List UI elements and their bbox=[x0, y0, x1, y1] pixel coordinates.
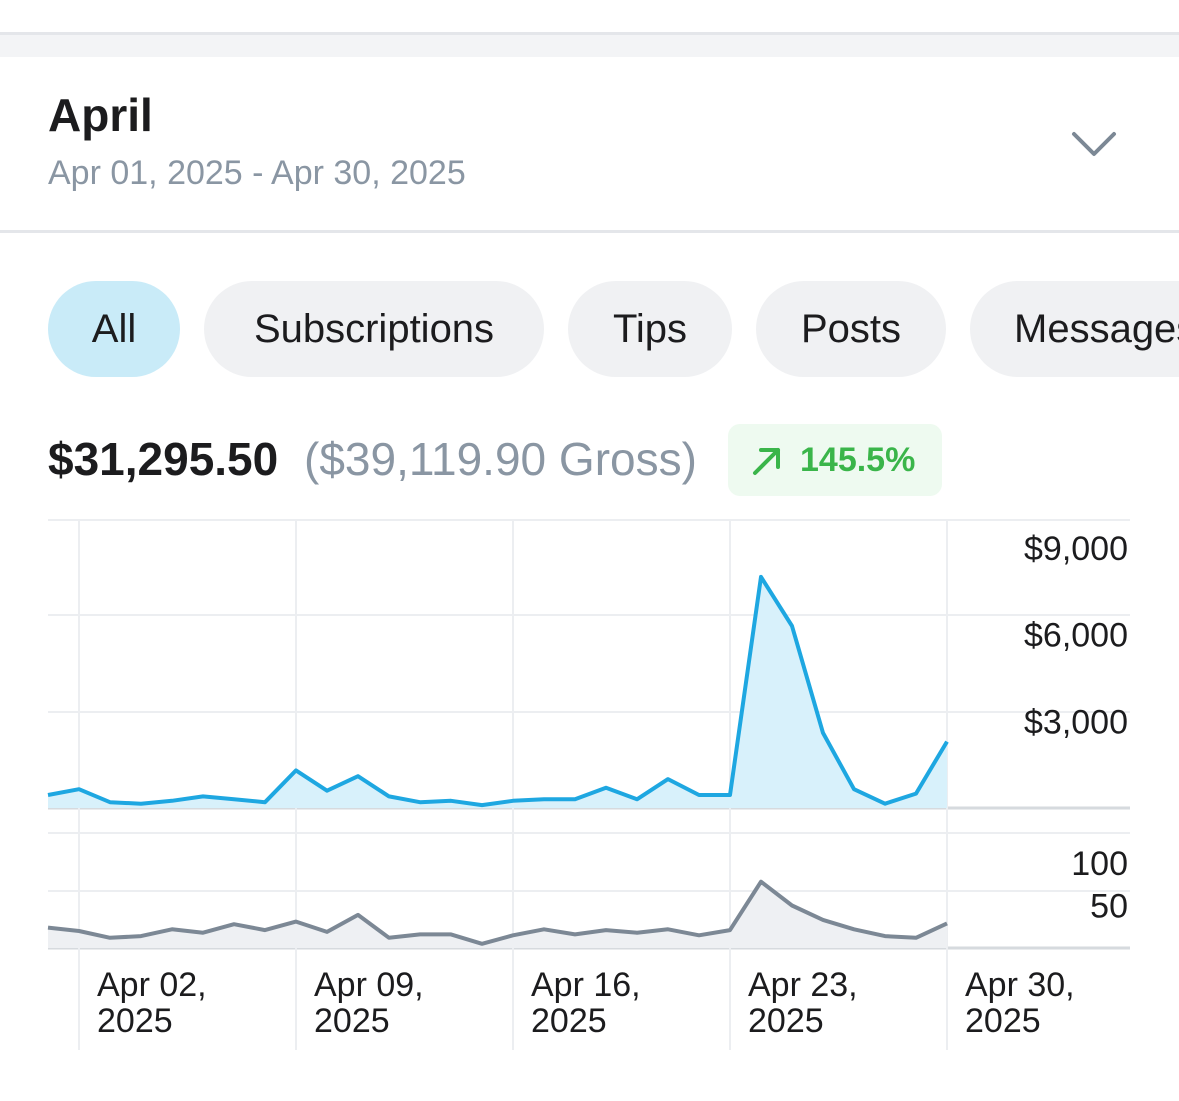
divider bbox=[0, 230, 1179, 233]
y-tick-label: $6,000 bbox=[1024, 617, 1128, 655]
change-badge: 145.5% bbox=[728, 424, 942, 496]
x-tick-label: 2025 bbox=[97, 1002, 173, 1040]
filter-chip-posts[interactable]: Posts bbox=[756, 281, 946, 377]
y-tick-label: 50 bbox=[1090, 888, 1128, 926]
x-tick-label: 2025 bbox=[314, 1002, 390, 1040]
arrow-up-right-icon bbox=[753, 448, 780, 475]
change-percent: 145.5% bbox=[800, 441, 916, 479]
divider bbox=[0, 32, 1179, 35]
count-line bbox=[47, 879, 948, 946]
y-tick-label: $9,000 bbox=[1024, 530, 1128, 568]
x-tick-label: 2025 bbox=[531, 1002, 607, 1040]
x-tick-label: Apr 30, bbox=[965, 966, 1075, 1004]
status-area bbox=[0, 0, 1179, 32]
x-tick-label: Apr 09, bbox=[314, 966, 424, 1004]
net-earnings: $31,295.50 bbox=[48, 433, 279, 485]
x-tick-label: Apr 23, bbox=[748, 966, 858, 1004]
chevron-down-icon[interactable] bbox=[1068, 124, 1120, 164]
filter-chip-all[interactable]: All bbox=[48, 281, 180, 377]
earnings-area bbox=[48, 576, 947, 808]
period-date-range: Apr 01, 2025 - Apr 30, 2025 bbox=[48, 154, 466, 192]
period-selector[interactable] bbox=[0, 57, 1179, 230]
filter-chip-subscriptions[interactable]: Subscriptions bbox=[204, 281, 544, 377]
x-tick-label: 2025 bbox=[748, 1002, 824, 1040]
gross-earnings: ($39,119.90 Gross) bbox=[304, 433, 697, 485]
filter-chip-tips[interactable]: Tips bbox=[568, 281, 732, 377]
section-gap bbox=[0, 35, 1179, 57]
filter-chip-messages[interactable]: Messages bbox=[970, 281, 1179, 377]
y-tick-label: 100 bbox=[1071, 845, 1128, 883]
x-tick-label: Apr 16, bbox=[531, 966, 641, 1004]
y-tick-label: $3,000 bbox=[1024, 703, 1128, 741]
period-title: April bbox=[48, 89, 153, 141]
x-tick-label: 2025 bbox=[965, 1002, 1041, 1040]
earnings-line bbox=[47, 574, 949, 808]
x-tick-label: Apr 02, bbox=[97, 966, 207, 1004]
